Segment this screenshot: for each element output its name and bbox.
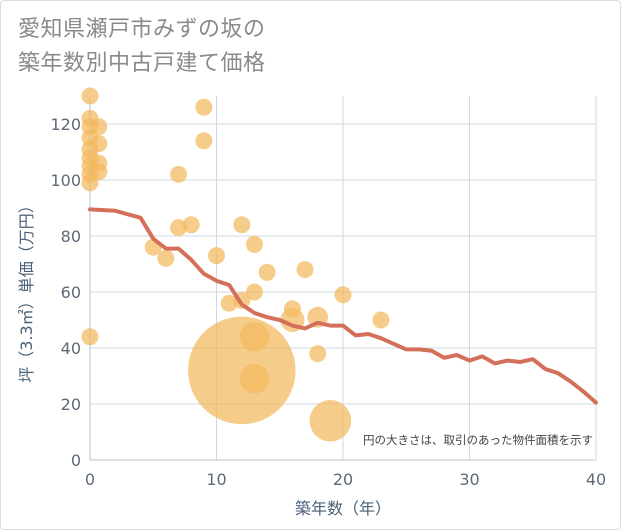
trend-line (88, 207, 598, 405)
x-axis-title: 築年数（年） (295, 499, 391, 518)
data-point (233, 216, 251, 234)
data-point (258, 263, 276, 281)
title-line-1: 愛知県瀬戸市みずの坂の (18, 17, 266, 42)
data-point (157, 249, 175, 267)
data-point (208, 247, 225, 265)
data-point (245, 283, 263, 301)
y-tick-label: 40 (61, 339, 81, 358)
data-point (182, 216, 200, 234)
x-tick-label: 20 (333, 470, 353, 489)
data-point (81, 328, 99, 346)
data-point (188, 316, 296, 425)
y-tick-label: 120 (50, 115, 81, 134)
data-point (170, 219, 188, 237)
data-point (170, 165, 188, 183)
bubbles (81, 87, 390, 442)
y-tick-label: 80 (61, 227, 81, 246)
data-point (220, 294, 238, 312)
data-point (90, 118, 108, 136)
data-point (239, 364, 270, 394)
y-tick-label: 0 (71, 451, 81, 470)
size-note: 円の大きさは、取引のあった物件面積を示す (363, 433, 593, 447)
chart-title: 愛知県瀬戸市みずの坂の 築年数別中古戸建て価格 (18, 13, 266, 81)
y-axis-title: 坪（3.3㎡）単価（万円） (17, 197, 36, 382)
data-point (195, 132, 213, 150)
data-point (195, 98, 213, 116)
data-point (90, 135, 108, 153)
title-line-2: 築年数別中古戸建て価格 (18, 51, 266, 76)
data-point (309, 345, 327, 363)
y-tick-label: 100 (50, 171, 81, 190)
data-point (81, 87, 99, 105)
data-point (309, 399, 352, 442)
data-point (239, 322, 270, 352)
data-point (90, 163, 108, 181)
data-point (296, 261, 314, 279)
y-tick-label: 60 (61, 283, 81, 302)
x-tick-label: 0 (85, 470, 95, 489)
x-tick-label: 30 (459, 470, 479, 489)
x-tick-label: 10 (206, 470, 226, 489)
data-point (245, 235, 263, 253)
x-tick-label: 40 (586, 470, 606, 489)
y-tick-label: 20 (61, 395, 81, 414)
data-point (372, 311, 390, 329)
data-point (334, 286, 352, 304)
